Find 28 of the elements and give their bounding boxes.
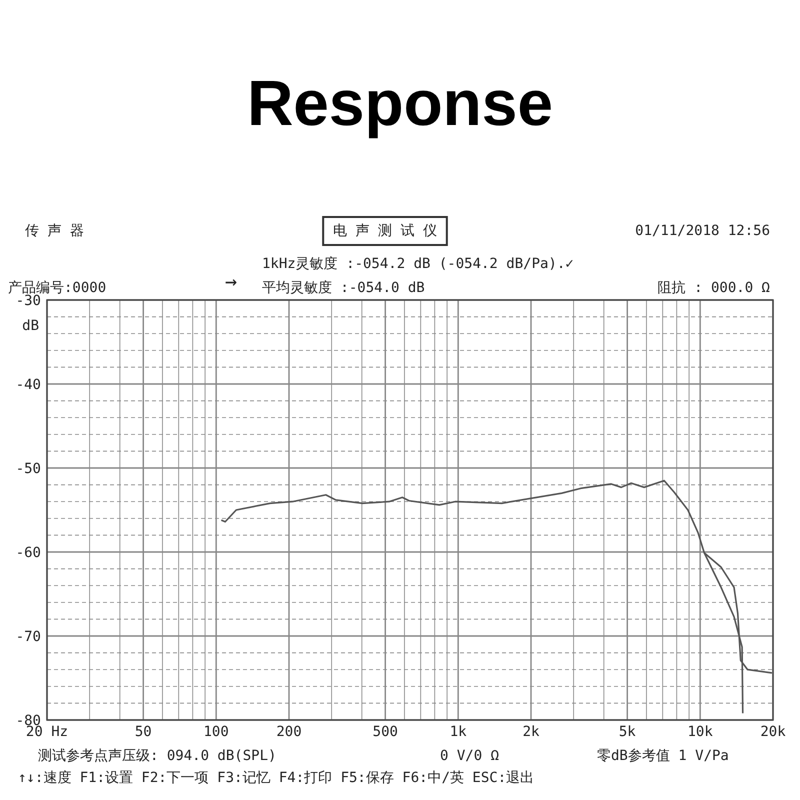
text: ↑↓:速度 F1:设置 F2:下一项 F3:记忆 F4:打印 F5:保存 F6:中/英 ESC:退出 — [18, 770, 534, 786]
text: 传 声 器 — [25, 223, 84, 239]
text: 产品编号:0000 — [8, 280, 106, 296]
chart-title: Response — [247, 67, 553, 139]
y-tick-label: -30 — [16, 293, 41, 309]
x-tick-label: 2k — [522, 724, 540, 740]
text: 1kHz灵敏度 :-054.2 dB (-054.2 dB/Pa).✓ — [262, 256, 574, 272]
text: 0 V/0 Ω — [440, 748, 500, 764]
text: 01/11/2018 12:56 — [635, 223, 770, 239]
text: → — [225, 269, 238, 293]
x-tick-label: 10k — [688, 724, 714, 740]
text: 电 声 测 试 仪 — [333, 223, 437, 239]
y-axis-title: dB — [22, 318, 39, 334]
text: 测试参考点声压级: 094.0 dB(SPL) — [38, 748, 276, 764]
y-tick-label: -60 — [16, 545, 41, 561]
y-tick-label: -40 — [16, 377, 41, 393]
y-tick-label: -70 — [16, 629, 41, 645]
text: 阻抗 : 000.0 Ω — [658, 280, 770, 296]
x-tick-label: 1k — [450, 724, 468, 740]
x-tick-label: 5k — [618, 724, 636, 740]
x-tick-label: 50 — [134, 724, 152, 740]
x-tick-label: 500 — [372, 724, 398, 740]
x-tick-label: 100 — [204, 724, 229, 740]
x-tick-label: 200 — [276, 724, 302, 740]
text: 平均灵敏度 :-054.0 dB — [262, 280, 425, 296]
x-tick-label: 20k — [760, 724, 786, 740]
y-tick-label: -50 — [16, 461, 41, 477]
text: 零dB参考值 1 V/Pa — [597, 748, 729, 764]
